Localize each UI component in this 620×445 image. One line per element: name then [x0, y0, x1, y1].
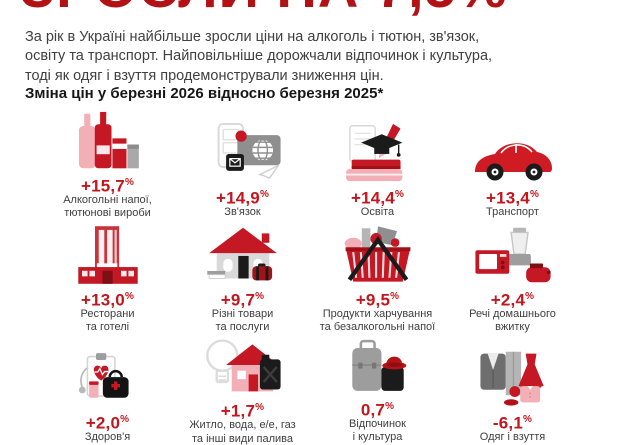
page-title: ЗРОСЛИ НА 7,5% — [20, 0, 507, 20]
luggage-icon — [310, 335, 445, 396]
category-card-clothing-footwear: -6,1% Одяг і взуття — [445, 335, 580, 445]
price-change-value: -6,1% — [492, 413, 533, 433]
price-change-value: +9,5% — [355, 290, 400, 310]
price-change-value: +2,0% — [85, 413, 130, 433]
price-change-value: +13,4% — [485, 188, 540, 208]
utilities-icon — [175, 335, 310, 397]
category-label: Транспорт — [486, 206, 539, 218]
category-label: Ресторани та готелі — [80, 307, 135, 334]
category-label: Освіта — [360, 206, 395, 218]
category-card-recreation-culture: 0,7% Відпочинок і культура — [310, 335, 445, 445]
category-label: Різні товари та послуги — [211, 307, 274, 334]
price-change-value: +9,7% — [220, 290, 265, 310]
category-card-misc-goods-services: +9,7% Різні товари та послуги — [175, 221, 310, 335]
percent-sign: % — [124, 290, 135, 302]
communication-icon — [175, 108, 310, 184]
percent-sign: % — [255, 402, 265, 413]
percent-sign: % — [523, 414, 533, 426]
percent-sign: % — [385, 400, 395, 412]
category-label: Речі домашнього вжитку — [469, 307, 556, 334]
category-label: Алкогольні напої, тютюнові вироби — [63, 193, 152, 220]
category-card-education: +14,4% Освіта — [310, 108, 445, 221]
education-icon — [310, 108, 445, 184]
percent-sign: % — [529, 189, 540, 200]
percent-sign: % — [120, 414, 130, 426]
price-change-value: +13,0% — [80, 290, 135, 310]
category-card-food-nonalcoholic: +9,5% Продукти харчування та безалкоголь… — [310, 221, 445, 335]
category-card-alcohol-tobacco: +15,7% Алкогольні напої, тютюнові вироби — [40, 108, 175, 221]
transport-icon — [445, 108, 580, 184]
price-change-value: 0,7% — [360, 400, 395, 420]
price-change-value: +2,4% — [490, 290, 535, 310]
clothing-icon — [445, 335, 580, 409]
price-change-value: +1,7% — [220, 401, 265, 421]
percent-sign: % — [390, 290, 400, 302]
category-card-communication: +14,9% Зв'язок — [175, 108, 310, 221]
category-label: Житло, вода, е/е, газ та інші види палив… — [189, 419, 296, 445]
category-card-transport: +13,4% Транспорт — [445, 108, 580, 221]
category-label: Одяг і взуття — [479, 431, 546, 444]
chart-subtitle: Зміна цін у березні 2026 відносно березн… — [25, 85, 384, 102]
percent-sign: % — [255, 290, 265, 302]
percent-sign: % — [525, 290, 535, 302]
price-change-value: +14,9% — [215, 188, 270, 208]
category-label: Відпочинок і культура — [349, 417, 406, 444]
hotel-icon — [40, 221, 175, 286]
health-icon — [40, 335, 175, 409]
percent-sign: % — [124, 176, 135, 188]
appliances-icon — [445, 221, 580, 286]
house-goods-icon — [175, 221, 310, 286]
price-change-value: +14,4% — [350, 188, 405, 208]
category-card-health: +2,0% Здоров'я — [40, 335, 175, 445]
food-basket-icon — [310, 221, 445, 286]
category-card-housing-utilities: +1,7% Житло, вода, е/е, газ та інші види… — [175, 335, 310, 445]
category-label: Продукти харчування та безалкогольні нап… — [319, 307, 436, 334]
alcohol-tobacco-icon — [40, 108, 175, 172]
category-label: Здоров'я — [84, 431, 131, 444]
categories-grid: +15,7% Алкогольні напої, тютюнові вироби — [40, 108, 580, 445]
percent-sign: % — [259, 189, 270, 200]
price-change-value: +15,7% — [80, 176, 135, 196]
percent-sign: % — [394, 189, 405, 200]
category-card-household-items: +2,4% Речі домашнього вжитку — [445, 221, 580, 335]
category-card-restaurants-hotels: +13,0% Ресторани та готелі — [40, 221, 175, 335]
intro-paragraph: За рік в Україні найбільше зросли ціни н… — [25, 29, 493, 84]
category-label: Зв'язок — [224, 206, 261, 218]
